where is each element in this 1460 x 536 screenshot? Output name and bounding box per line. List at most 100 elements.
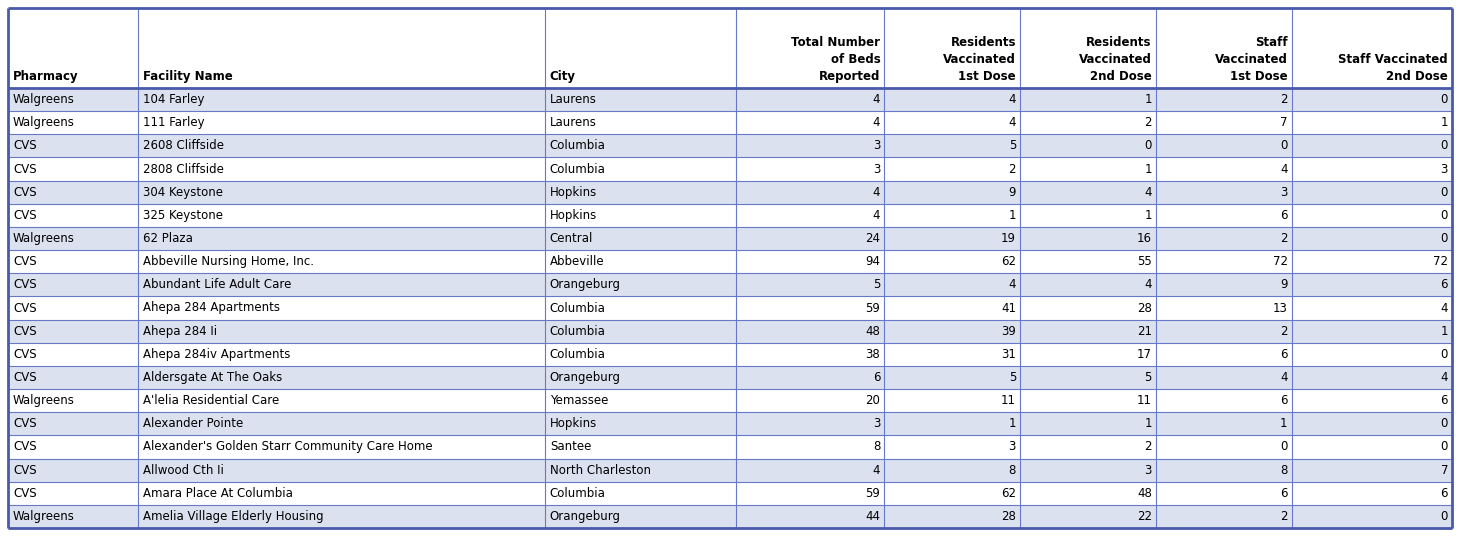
Text: 72: 72 xyxy=(1434,255,1448,268)
Text: 38: 38 xyxy=(866,348,880,361)
Text: 39: 39 xyxy=(1002,325,1016,338)
Text: 3: 3 xyxy=(873,139,880,152)
Text: 6: 6 xyxy=(1280,209,1288,222)
Text: 5: 5 xyxy=(873,278,880,292)
Text: Walgreens: Walgreens xyxy=(13,232,74,245)
Text: 2808 Cliffside: 2808 Cliffside xyxy=(143,162,223,176)
Bar xyxy=(7,458,1453,482)
Text: CVS: CVS xyxy=(13,278,36,292)
Text: Amara Place At Columbia: Amara Place At Columbia xyxy=(143,487,292,500)
Text: CVS: CVS xyxy=(13,371,36,384)
Text: Ahepa 284 Apartments: Ahepa 284 Apartments xyxy=(143,301,279,315)
Text: 2: 2 xyxy=(1009,162,1016,176)
Text: 62: 62 xyxy=(1002,255,1016,268)
Text: 6: 6 xyxy=(1441,487,1448,500)
Text: 1: 1 xyxy=(1145,93,1152,106)
Text: 5: 5 xyxy=(1009,371,1016,384)
Text: 4: 4 xyxy=(873,93,880,106)
Text: CVS: CVS xyxy=(13,162,36,176)
Text: CVS: CVS xyxy=(13,487,36,500)
Text: 2: 2 xyxy=(1145,116,1152,129)
Text: Pharmacy: Pharmacy xyxy=(13,70,79,83)
Text: 111 Farley: 111 Farley xyxy=(143,116,204,129)
Text: Laurens: Laurens xyxy=(550,93,597,106)
Text: 4: 4 xyxy=(1280,371,1288,384)
Text: 9: 9 xyxy=(1009,185,1016,199)
Text: 28: 28 xyxy=(1137,301,1152,315)
Text: 28: 28 xyxy=(1002,510,1016,523)
Text: Walgreens: Walgreens xyxy=(13,394,74,407)
Text: Orangeburg: Orangeburg xyxy=(550,278,620,292)
Text: 4: 4 xyxy=(873,209,880,222)
Text: 19: 19 xyxy=(1002,232,1016,245)
Text: Orangeburg: Orangeburg xyxy=(550,510,620,523)
Bar xyxy=(7,204,1453,227)
Text: 3: 3 xyxy=(1145,464,1152,477)
Text: 62 Plaza: 62 Plaza xyxy=(143,232,193,245)
Text: 3: 3 xyxy=(1009,441,1016,453)
Text: 59: 59 xyxy=(866,301,880,315)
Text: 1: 1 xyxy=(1009,209,1016,222)
Text: 0: 0 xyxy=(1441,510,1448,523)
Bar xyxy=(7,8,1453,88)
Bar xyxy=(7,250,1453,273)
Text: Walgreens: Walgreens xyxy=(13,510,74,523)
Text: 21: 21 xyxy=(1137,325,1152,338)
Text: 1: 1 xyxy=(1280,418,1288,430)
Text: Hopkins: Hopkins xyxy=(550,209,597,222)
Text: 11: 11 xyxy=(1137,394,1152,407)
Text: Staff Vaccinated
2nd Dose: Staff Vaccinated 2nd Dose xyxy=(1339,53,1448,83)
Text: Columbia: Columbia xyxy=(550,301,606,315)
Text: Alexander Pointe: Alexander Pointe xyxy=(143,418,242,430)
Text: Amelia Village Elderly Housing: Amelia Village Elderly Housing xyxy=(143,510,323,523)
Text: Laurens: Laurens xyxy=(550,116,597,129)
Text: 2: 2 xyxy=(1280,232,1288,245)
Text: Ahepa 284 Ii: Ahepa 284 Ii xyxy=(143,325,216,338)
Text: 0: 0 xyxy=(1441,93,1448,106)
Text: 48: 48 xyxy=(1137,487,1152,500)
Text: 2: 2 xyxy=(1280,93,1288,106)
Text: 6: 6 xyxy=(1441,278,1448,292)
Text: 1: 1 xyxy=(1145,162,1152,176)
Text: 72: 72 xyxy=(1273,255,1288,268)
Bar xyxy=(7,366,1453,389)
Bar xyxy=(7,158,1453,181)
Text: 4: 4 xyxy=(1009,93,1016,106)
Text: 4: 4 xyxy=(1145,185,1152,199)
Text: 1: 1 xyxy=(1441,325,1448,338)
Text: 0: 0 xyxy=(1280,441,1288,453)
Text: 2: 2 xyxy=(1280,510,1288,523)
Text: City: City xyxy=(550,70,575,83)
Text: Facility Name: Facility Name xyxy=(143,70,232,83)
Text: 0: 0 xyxy=(1280,139,1288,152)
Text: 5: 5 xyxy=(1009,139,1016,152)
Text: Columbia: Columbia xyxy=(550,487,606,500)
Text: 22: 22 xyxy=(1137,510,1152,523)
Text: Ahepa 284iv Apartments: Ahepa 284iv Apartments xyxy=(143,348,291,361)
Text: 4: 4 xyxy=(873,116,880,129)
Text: 0: 0 xyxy=(1441,232,1448,245)
Text: Columbia: Columbia xyxy=(550,348,606,361)
Bar xyxy=(7,482,1453,505)
Text: Santee: Santee xyxy=(550,441,591,453)
Bar xyxy=(7,319,1453,343)
Bar xyxy=(7,435,1453,458)
Text: 8: 8 xyxy=(873,441,880,453)
Text: Columbia: Columbia xyxy=(550,162,606,176)
Text: 6: 6 xyxy=(1280,394,1288,407)
Text: 0: 0 xyxy=(1441,348,1448,361)
Text: 59: 59 xyxy=(866,487,880,500)
Text: 4: 4 xyxy=(1009,278,1016,292)
Text: 4: 4 xyxy=(1441,371,1448,384)
Text: 20: 20 xyxy=(866,394,880,407)
Text: 94: 94 xyxy=(866,255,880,268)
Bar xyxy=(7,343,1453,366)
Text: Walgreens: Walgreens xyxy=(13,116,74,129)
Text: 2: 2 xyxy=(1145,441,1152,453)
Text: 1: 1 xyxy=(1441,116,1448,129)
Text: 4: 4 xyxy=(1009,116,1016,129)
Text: CVS: CVS xyxy=(13,185,36,199)
Text: 0: 0 xyxy=(1441,209,1448,222)
Text: CVS: CVS xyxy=(13,139,36,152)
Bar xyxy=(7,88,1453,111)
